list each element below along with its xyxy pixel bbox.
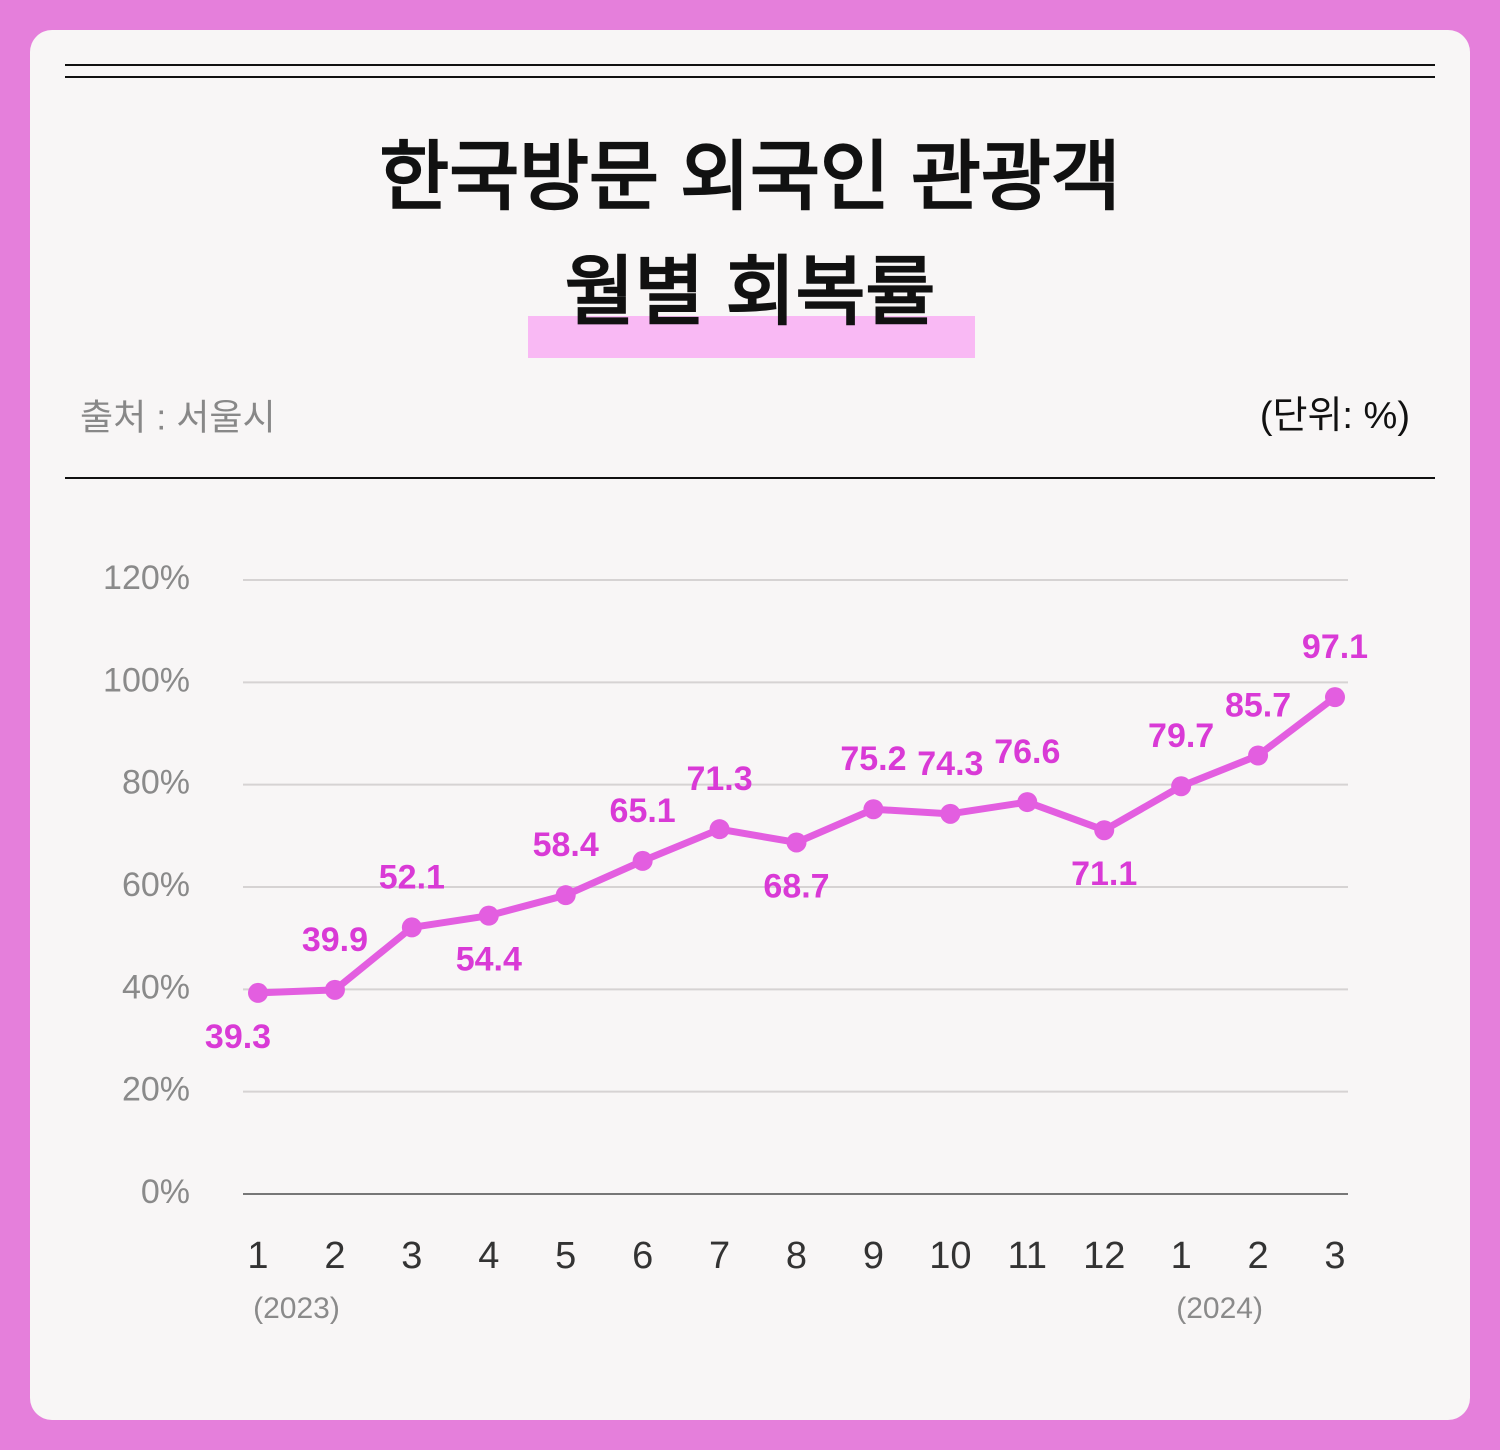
year-label: (2023) bbox=[253, 1292, 340, 1325]
data-label: 75.2 bbox=[840, 740, 906, 778]
point bbox=[1017, 792, 1038, 813]
point bbox=[940, 803, 961, 824]
chart-title: 한국방문 외국인 관광객 bbox=[379, 135, 1120, 220]
point bbox=[632, 850, 653, 871]
x-tick-label: 1 bbox=[1171, 1235, 1192, 1277]
y-tick-label: 60% bbox=[122, 866, 190, 904]
year-label: (2024) bbox=[1176, 1292, 1263, 1325]
y-tick-label: 20% bbox=[122, 1071, 190, 1109]
y-tick-label: 40% bbox=[122, 968, 190, 1006]
data-label: 58.4 bbox=[533, 826, 599, 864]
data-label: 74.3 bbox=[917, 745, 983, 783]
data-label: 39.9 bbox=[302, 921, 368, 959]
point bbox=[709, 819, 730, 840]
y-tick-label: 80% bbox=[122, 764, 190, 802]
data-label: 71.1 bbox=[1071, 855, 1137, 893]
data-label: 65.1 bbox=[610, 792, 676, 830]
y-tick-label: 120% bbox=[103, 559, 190, 597]
x-tick-label: 6 bbox=[632, 1235, 653, 1277]
y-tick-label: 100% bbox=[103, 661, 190, 699]
chart-title: 월별 회복률 bbox=[565, 250, 936, 335]
x-tick-label: 4 bbox=[478, 1235, 499, 1277]
x-tick-label: 11 bbox=[1008, 1235, 1047, 1277]
x-tick-label: 10 bbox=[929, 1235, 971, 1277]
x-tick-label: 12 bbox=[1083, 1235, 1125, 1277]
x-tick-label: 5 bbox=[555, 1235, 576, 1277]
x-tick-label: 9 bbox=[863, 1235, 884, 1277]
card bbox=[30, 30, 1470, 1420]
point bbox=[401, 917, 422, 938]
x-tick-label: 2 bbox=[1248, 1235, 1269, 1277]
data-label: 85.7 bbox=[1225, 686, 1291, 724]
data-label: 39.3 bbox=[205, 1018, 271, 1056]
point bbox=[555, 885, 576, 906]
x-tick-label: 7 bbox=[709, 1235, 730, 1277]
y-tick-label: 0% bbox=[141, 1173, 190, 1211]
data-label: 68.7 bbox=[763, 867, 829, 905]
data-label: 52.1 bbox=[379, 858, 445, 896]
data-label: 79.7 bbox=[1148, 717, 1214, 755]
point bbox=[478, 905, 499, 926]
point bbox=[1248, 745, 1269, 766]
title-highlight bbox=[528, 316, 975, 358]
point bbox=[1094, 820, 1115, 841]
point bbox=[863, 799, 884, 820]
point bbox=[786, 832, 807, 853]
source: 출처 : 서울시 bbox=[80, 397, 276, 438]
data-label: 54.4 bbox=[456, 941, 522, 979]
x-tick-label: 1 bbox=[247, 1235, 268, 1277]
data-label: 76.6 bbox=[994, 733, 1060, 771]
point bbox=[248, 982, 268, 1003]
x-tick-label: 3 bbox=[1324, 1235, 1345, 1277]
point bbox=[1171, 776, 1192, 797]
point bbox=[324, 979, 345, 1000]
x-tick-label: 3 bbox=[401, 1235, 422, 1277]
x-tick-label: 8 bbox=[786, 1235, 807, 1277]
point bbox=[1325, 687, 1345, 708]
unit: (단위: %) bbox=[1260, 395, 1410, 437]
x-tick-label: 2 bbox=[324, 1235, 345, 1277]
data-label: 71.3 bbox=[686, 760, 752, 798]
data-label: 97.1 bbox=[1302, 628, 1368, 666]
